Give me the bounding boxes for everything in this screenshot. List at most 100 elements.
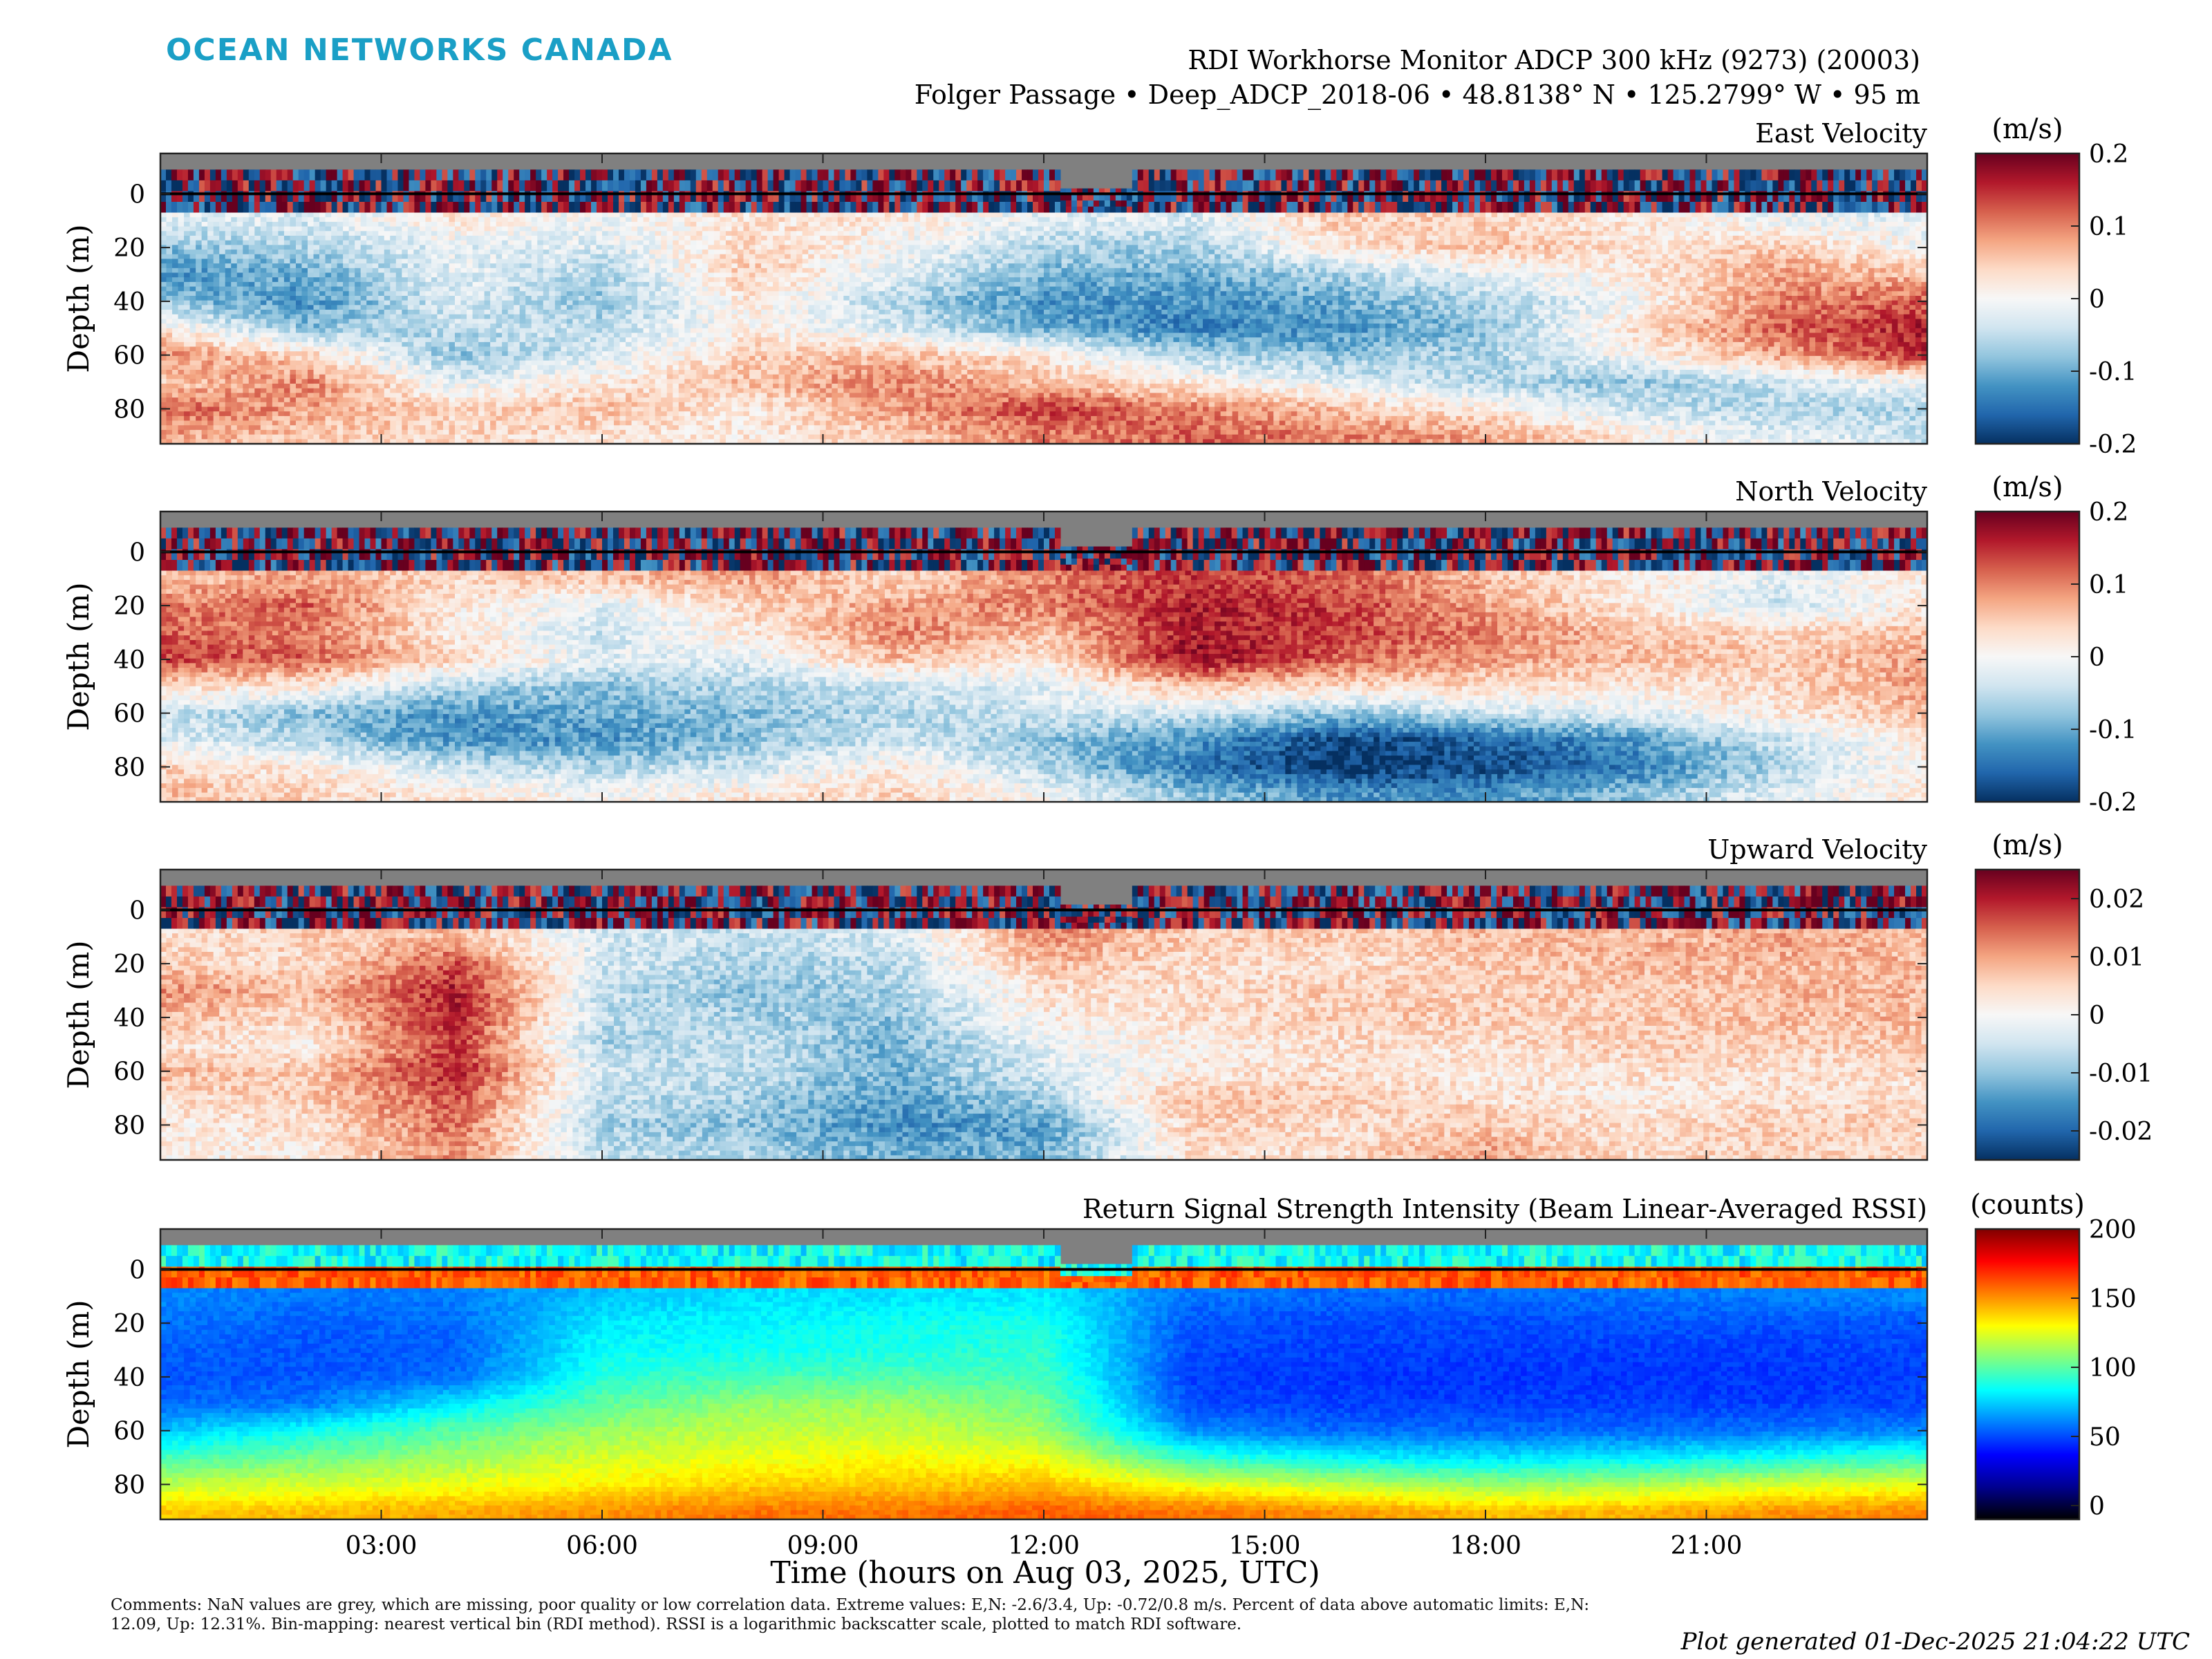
heatmap-cell [838,217,844,222]
heatmap-cell [225,222,232,227]
surface-cell [1662,169,1669,180]
surface-cell [646,202,653,213]
surface-cell [525,202,531,213]
surface-cell [608,202,614,213]
surface-cell [210,180,216,191]
surface-cell [944,180,950,191]
heatmap-cell [731,213,738,218]
surface-cell [569,169,575,180]
surface-cell [1866,169,1873,180]
surface-cell [1425,169,1431,180]
surface-cell [243,169,250,180]
heatmap-cell [1909,217,1915,222]
heatmap-cell [301,217,308,222]
surface-cell [1011,202,1017,213]
heatmap-cell [1810,213,1816,218]
surface-cell [1243,169,1249,180]
surface-cell [1839,180,1845,191]
surface-cell [668,169,675,180]
surface-cell [1408,169,1414,180]
surface-cell [188,169,194,180]
heatmap-cell [1156,217,1162,222]
heatmap-cell [1285,217,1291,222]
surface-cell [1811,169,1817,180]
heatmap-cell [1698,217,1704,222]
surface-cell [1474,202,1481,213]
heatmap-cell [467,217,473,222]
surface-cell [188,202,194,213]
surface-cell [354,180,360,191]
heatmap-cell [408,222,414,227]
surface-cell [1380,202,1387,213]
heatmap-cell [1285,213,1291,218]
heatmap-cell [366,217,373,222]
heatmap-cell [997,217,1003,222]
surface-cell [889,202,895,213]
surface-cell [1883,180,1889,191]
heatmap-cell [1474,217,1480,222]
heatmap-cell [1821,217,1828,222]
surface-cell [232,169,238,180]
surface-cell [1105,194,1111,200]
surface-cell [1154,202,1161,213]
heatmap-cell [1344,217,1351,222]
surface-cell [1817,180,1823,191]
heatmap-cell [985,217,991,222]
heatmap-cell [413,217,420,222]
surface-cell [1259,169,1266,180]
surface-cell [1088,194,1094,200]
surface-cell [1723,169,1729,180]
surface-cell [1116,207,1122,213]
surface-cell [1800,180,1806,191]
heatmap-cell [314,213,320,218]
heatmap-cell [696,213,702,218]
surface-cell [293,202,299,213]
surface-cell [1297,202,1304,213]
surface-cell [1419,180,1425,191]
surface-cell [1397,202,1403,213]
heatmap-cell [1639,213,1645,218]
surface-cell [1855,169,1862,180]
heatmap-cell [237,217,243,222]
surface-cell [503,169,509,180]
surface-cell [1657,180,1663,191]
surface-cell [1452,169,1459,180]
surface-cell [1005,202,1011,213]
surface-cell [718,180,724,191]
heatmap-cell [1839,217,1845,222]
surface-cell [1833,180,1839,191]
heatmap-cell [596,217,602,222]
surface-cell [431,202,437,213]
heatmap-cell [997,213,1003,218]
surface-cell [977,180,984,191]
surface-cell [1066,207,1072,213]
surface-cell [1568,169,1575,180]
heatmap-cell [1374,217,1380,222]
heatmap-cell [873,213,879,218]
surface-cell [1844,169,1850,180]
heatmap-cell [231,217,237,222]
surface-cell [961,202,967,213]
surface-cell [282,180,288,191]
surface-cell [602,169,608,180]
surface-cell [1696,180,1702,191]
heatmap-cell [1539,217,1545,222]
surface-cell [519,169,525,180]
heatmap-cell [1609,217,1615,222]
surface-cell [409,180,415,191]
heatmap-cell [1857,213,1863,218]
surface-cell [1756,180,1762,191]
heatmap-cell [1691,217,1698,222]
surface-cell [1574,202,1580,213]
surface-cell [1828,169,1834,180]
surface-cell [729,180,735,191]
surface-cell [1530,169,1536,180]
surface-cell [1629,180,1635,191]
heatmap-cell [290,217,296,222]
surface-cell [1071,207,1078,213]
heatmap-cell [1091,217,1097,222]
heatmap-cell [290,222,296,227]
surface-cell [1734,202,1740,213]
surface-cell [1391,202,1398,213]
heatmap-cell [767,217,774,222]
